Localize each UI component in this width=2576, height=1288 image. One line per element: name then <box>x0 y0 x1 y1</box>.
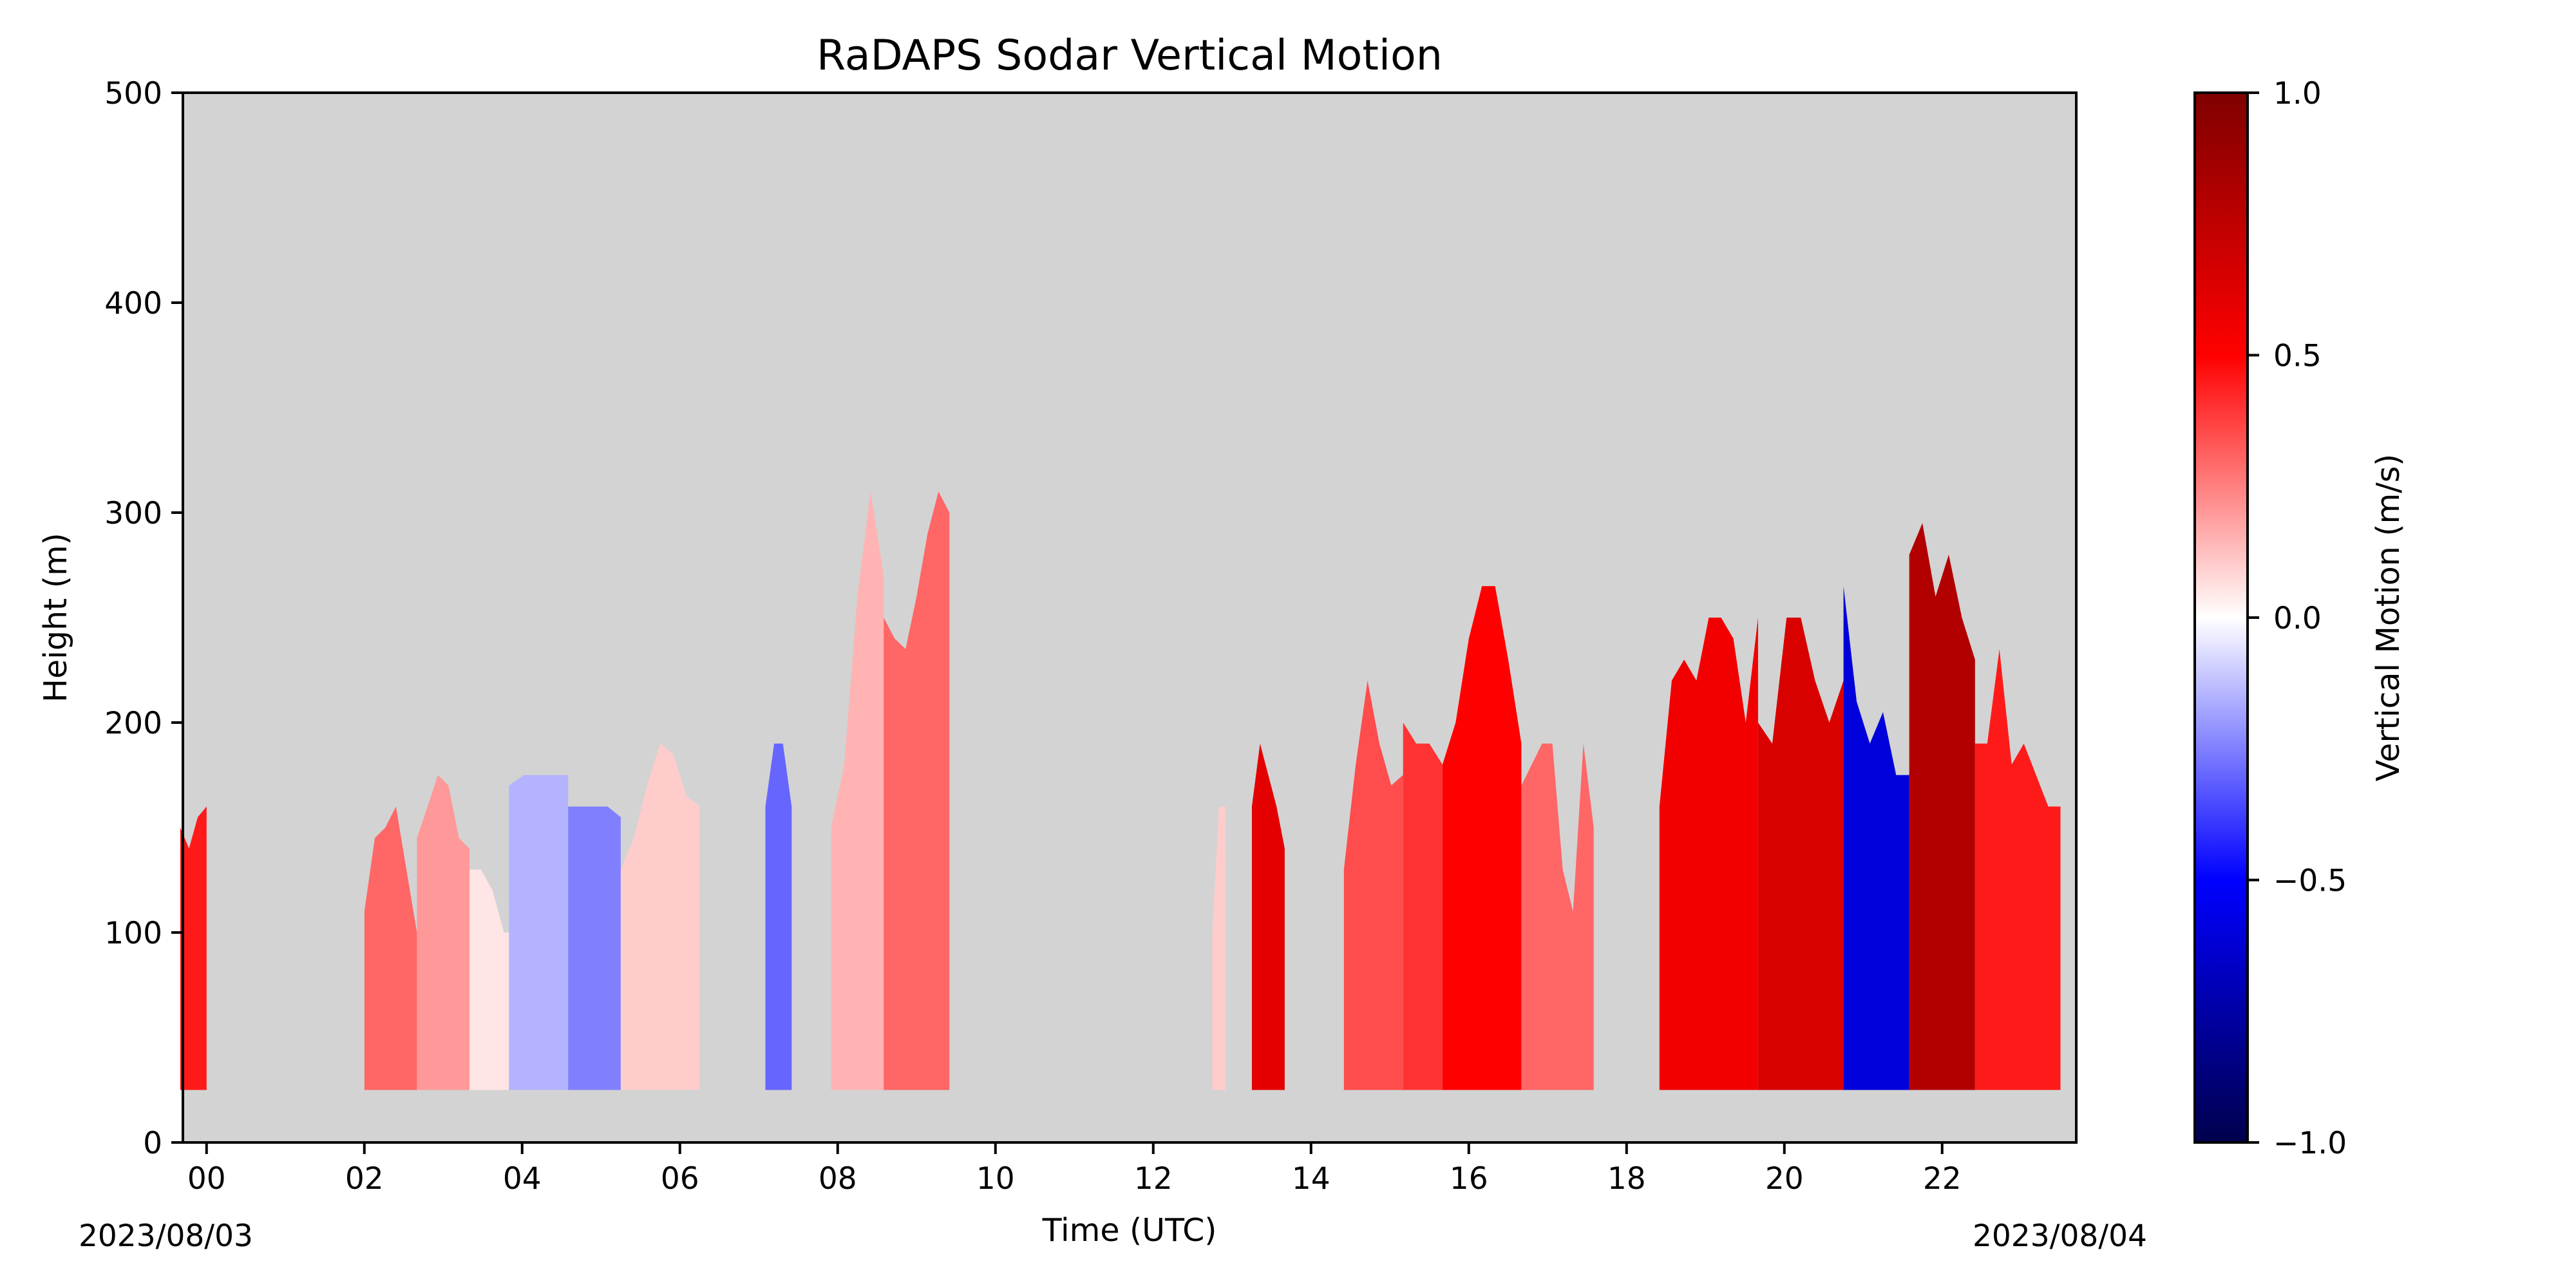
y-axis: 0 100 200 300 400 500 <box>104 76 183 1161</box>
data-segment <box>1403 723 1443 1090</box>
data-segment <box>469 869 516 1090</box>
x-tick-label: 10 <box>976 1161 1015 1197</box>
x-tick-label: 04 <box>503 1161 542 1197</box>
x-tick-label: 02 <box>345 1161 384 1197</box>
y-axis-label: Height (m) <box>37 533 74 703</box>
x-axis: 00 02 04 06 08 10 12 14 16 18 20 22 <box>187 1142 1962 1197</box>
data-segment <box>884 491 950 1090</box>
data-segment <box>1251 743 1285 1090</box>
data-segment <box>765 743 792 1090</box>
colorbar-ticks: 1.0 0.5 0.0 −0.5 −1.0 <box>2248 76 2347 1161</box>
data-segments <box>180 491 2061 1090</box>
data-segment <box>509 775 569 1090</box>
x-tick-label: 08 <box>819 1161 857 1197</box>
data-segment <box>1442 586 1522 1090</box>
colorbar-tick-label: −0.5 <box>2273 864 2347 899</box>
data-segment <box>180 806 207 1090</box>
date-start-label: 2023/08/03 <box>79 1218 253 1254</box>
data-segment <box>1909 523 1975 1090</box>
data-segment <box>1521 743 1594 1090</box>
x-tick-label: 06 <box>661 1161 699 1197</box>
data-segment <box>1659 618 1758 1090</box>
y-tick-label: 400 <box>104 286 162 321</box>
data-segment <box>568 806 621 1090</box>
colorbar-tick-label: −1.0 <box>2273 1126 2347 1161</box>
data-segment <box>364 806 417 1090</box>
y-tick-label: 0 <box>143 1126 162 1161</box>
colorbar-tick-label: 1.0 <box>2273 76 2322 111</box>
data-segment <box>1212 806 1226 1090</box>
x-tick-label: 00 <box>187 1161 226 1197</box>
data-segment <box>1843 586 1909 1090</box>
data-segment <box>1757 618 1844 1090</box>
y-tick-label: 200 <box>104 706 162 741</box>
data-segment <box>1975 649 2061 1090</box>
x-tick-label: 14 <box>1292 1161 1331 1197</box>
date-end-label: 2023/08/04 <box>1973 1218 2147 1254</box>
x-tick-label: 16 <box>1450 1161 1488 1197</box>
chart-title: RaDAPS Sodar Vertical Motion <box>817 32 1443 80</box>
data-segment <box>1343 680 1403 1090</box>
data-segment <box>620 743 700 1090</box>
colorbar <box>2193 91 2249 1144</box>
x-tick-label: 12 <box>1134 1161 1173 1197</box>
colorbar-tick-label: 0.5 <box>2273 339 2322 374</box>
data-segment <box>831 491 884 1090</box>
data-segment <box>417 775 470 1090</box>
y-tick-label: 100 <box>104 916 162 951</box>
colorbar-tick-label: 0.0 <box>2273 601 2322 636</box>
x-axis-label: Time (UTC) <box>1042 1212 1217 1249</box>
x-tick-label: 18 <box>1607 1161 1646 1197</box>
colorbar-label: Vertical Motion (m/s) <box>2370 454 2407 782</box>
y-tick-label: 300 <box>104 496 162 531</box>
plot-frame <box>182 91 2078 1144</box>
y-tick-label: 500 <box>104 76 162 111</box>
x-tick-label: 22 <box>1923 1161 1962 1197</box>
x-tick-label: 20 <box>1765 1161 1804 1197</box>
